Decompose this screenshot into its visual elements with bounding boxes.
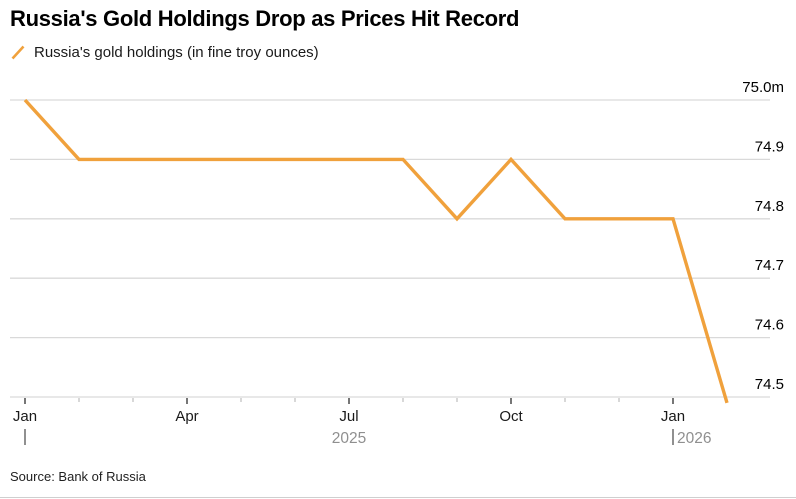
source-note: Source: Bank of Russia: [10, 469, 146, 484]
chart-title: Russia's Gold Holdings Drop as Prices Hi…: [10, 6, 520, 31]
legend-label: Russia's gold holdings (in fine troy oun…: [34, 44, 319, 61]
bottom-divider: [0, 497, 796, 498]
x-axis-month-label: Jan: [13, 408, 37, 425]
y-axis-tick-label: 74.5: [755, 376, 784, 393]
y-axis-tick-label: 75.0m: [742, 79, 784, 96]
x-axis-month-label: Oct: [499, 408, 523, 425]
x-axis-month-label: Apr: [175, 408, 198, 425]
year-label: 2026: [677, 430, 711, 447]
gold-holdings-line: [23, 98, 729, 404]
y-axis-tick-label: 74.8: [755, 198, 784, 215]
x-axis-month-label: Jul: [339, 408, 358, 425]
legend: Russia's gold holdings (in fine troy oun…: [10, 44, 319, 61]
year-label: 2025: [332, 430, 366, 447]
y-axis-tick-label: 74.6: [755, 317, 784, 334]
legend-slash-icon: [11, 45, 25, 60]
y-axis-tick-label: 74.9: [755, 138, 784, 155]
x-axis-month-label: Jan: [661, 408, 685, 425]
y-axis-tick-label: 74.7: [755, 257, 784, 274]
